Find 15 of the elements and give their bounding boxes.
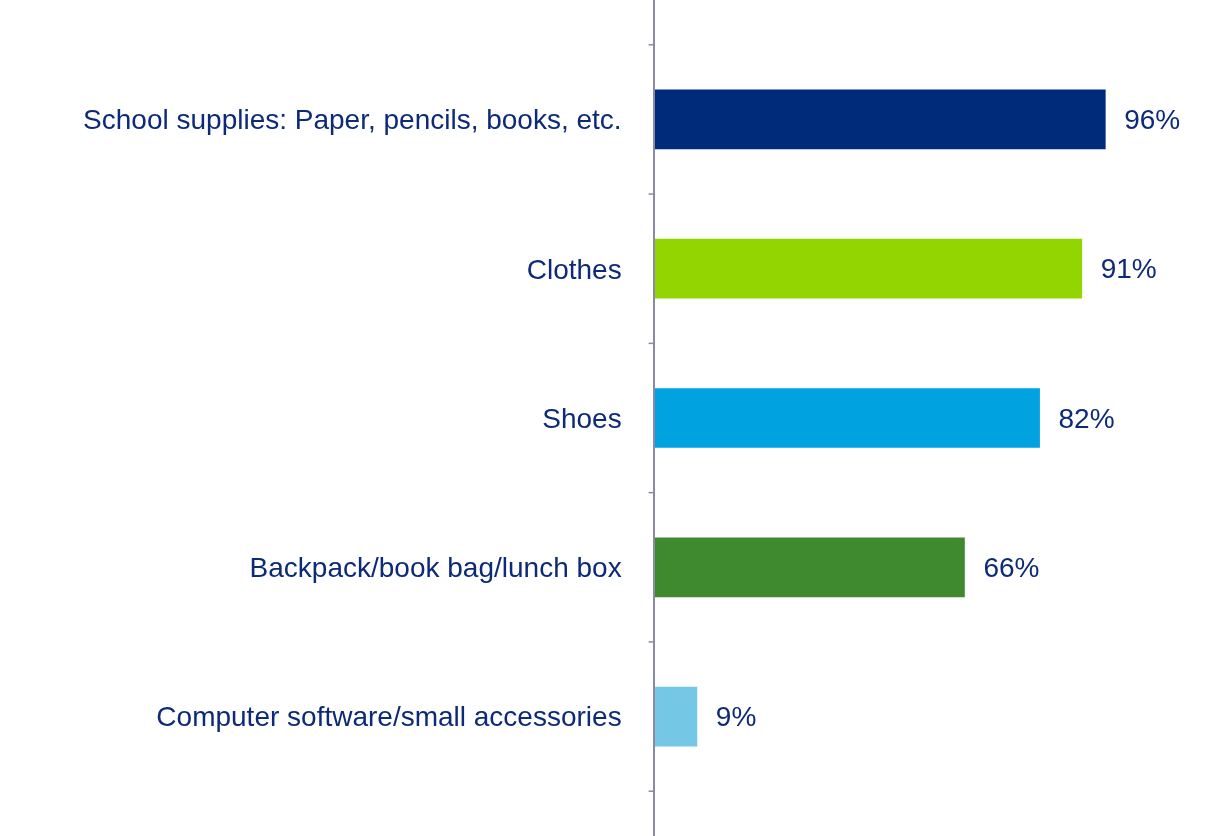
bar: [655, 238, 1083, 299]
bar: [655, 89, 1106, 150]
data-label: 82%: [1042, 402, 1115, 434]
data-label: 91%: [1085, 253, 1157, 285]
bar: [655, 537, 965, 598]
data-label: 96%: [1108, 103, 1181, 135]
y-tick-label: School supplies: Paper, pencils, books, etc.: [83, 104, 622, 136]
bar: [655, 388, 1040, 448]
bar: [655, 686, 698, 747]
y-tick-label: Backpack/book bag/lunch box: [249, 552, 622, 584]
data-label: 66%: [967, 551, 1040, 583]
y-tick-label: Shoes: [542, 402, 622, 434]
data-label: 9%: [700, 701, 757, 733]
y-tick-label: Computer software/small accessories: [156, 701, 622, 733]
y-tick-label: Clothes: [526, 253, 622, 285]
